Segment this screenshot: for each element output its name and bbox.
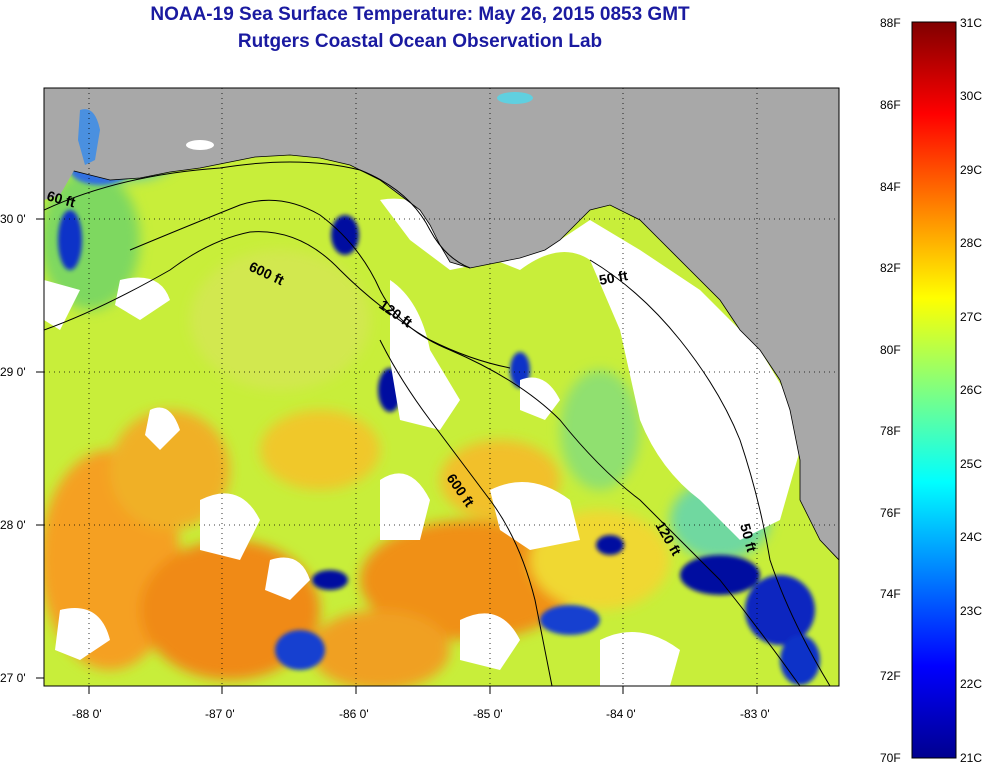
map-title: NOAA-19 Sea Surface Temperature: May 26,… [150,4,690,25]
lon-label-86: -86 0' [339,707,369,721]
land-west [44,150,80,200]
lon-label-84: -84 0' [606,707,636,721]
lat-label-27: 27 0' [0,671,26,685]
map-frame [43,87,840,687]
land-mass [44,88,839,561]
mobile-bay [78,109,100,165]
depth-contours [44,161,831,686]
contour-50ft-line [589,259,831,686]
contour-label-50ft-2: 50 ft [737,522,760,554]
cloud-cover [44,198,800,686]
contour-600ft-line-2 [379,339,553,686]
contour-60ft-line [44,161,471,269]
cold-patches [58,155,820,685]
axis-ticks [36,218,758,694]
contour-600ft-line [44,231,511,369]
contour-120ft-line [129,199,801,686]
map-plot-area: 60 ft 600 ft 120 ft 50 ft 600 ft 120 ft … [44,88,839,686]
lon-label-85: -85 0' [473,707,503,721]
lat-label-28: 28 0' [0,518,26,532]
contour-label-60ft: 60 ft [45,187,77,210]
lon-label-83: -83 0' [740,707,770,721]
lat-label-29: 29 0' [0,365,26,379]
contour-label-50ft: 50 ft [598,267,629,288]
lon-label-87: -87 0' [205,707,235,721]
lake [497,92,533,104]
lon-label-88: -88 0' [72,707,102,721]
lat-label-30: 30 0' [0,212,26,226]
map-subtitle: Rutgers Coastal Ocean Observation Lab [237,31,603,52]
bay-white [186,140,214,150]
